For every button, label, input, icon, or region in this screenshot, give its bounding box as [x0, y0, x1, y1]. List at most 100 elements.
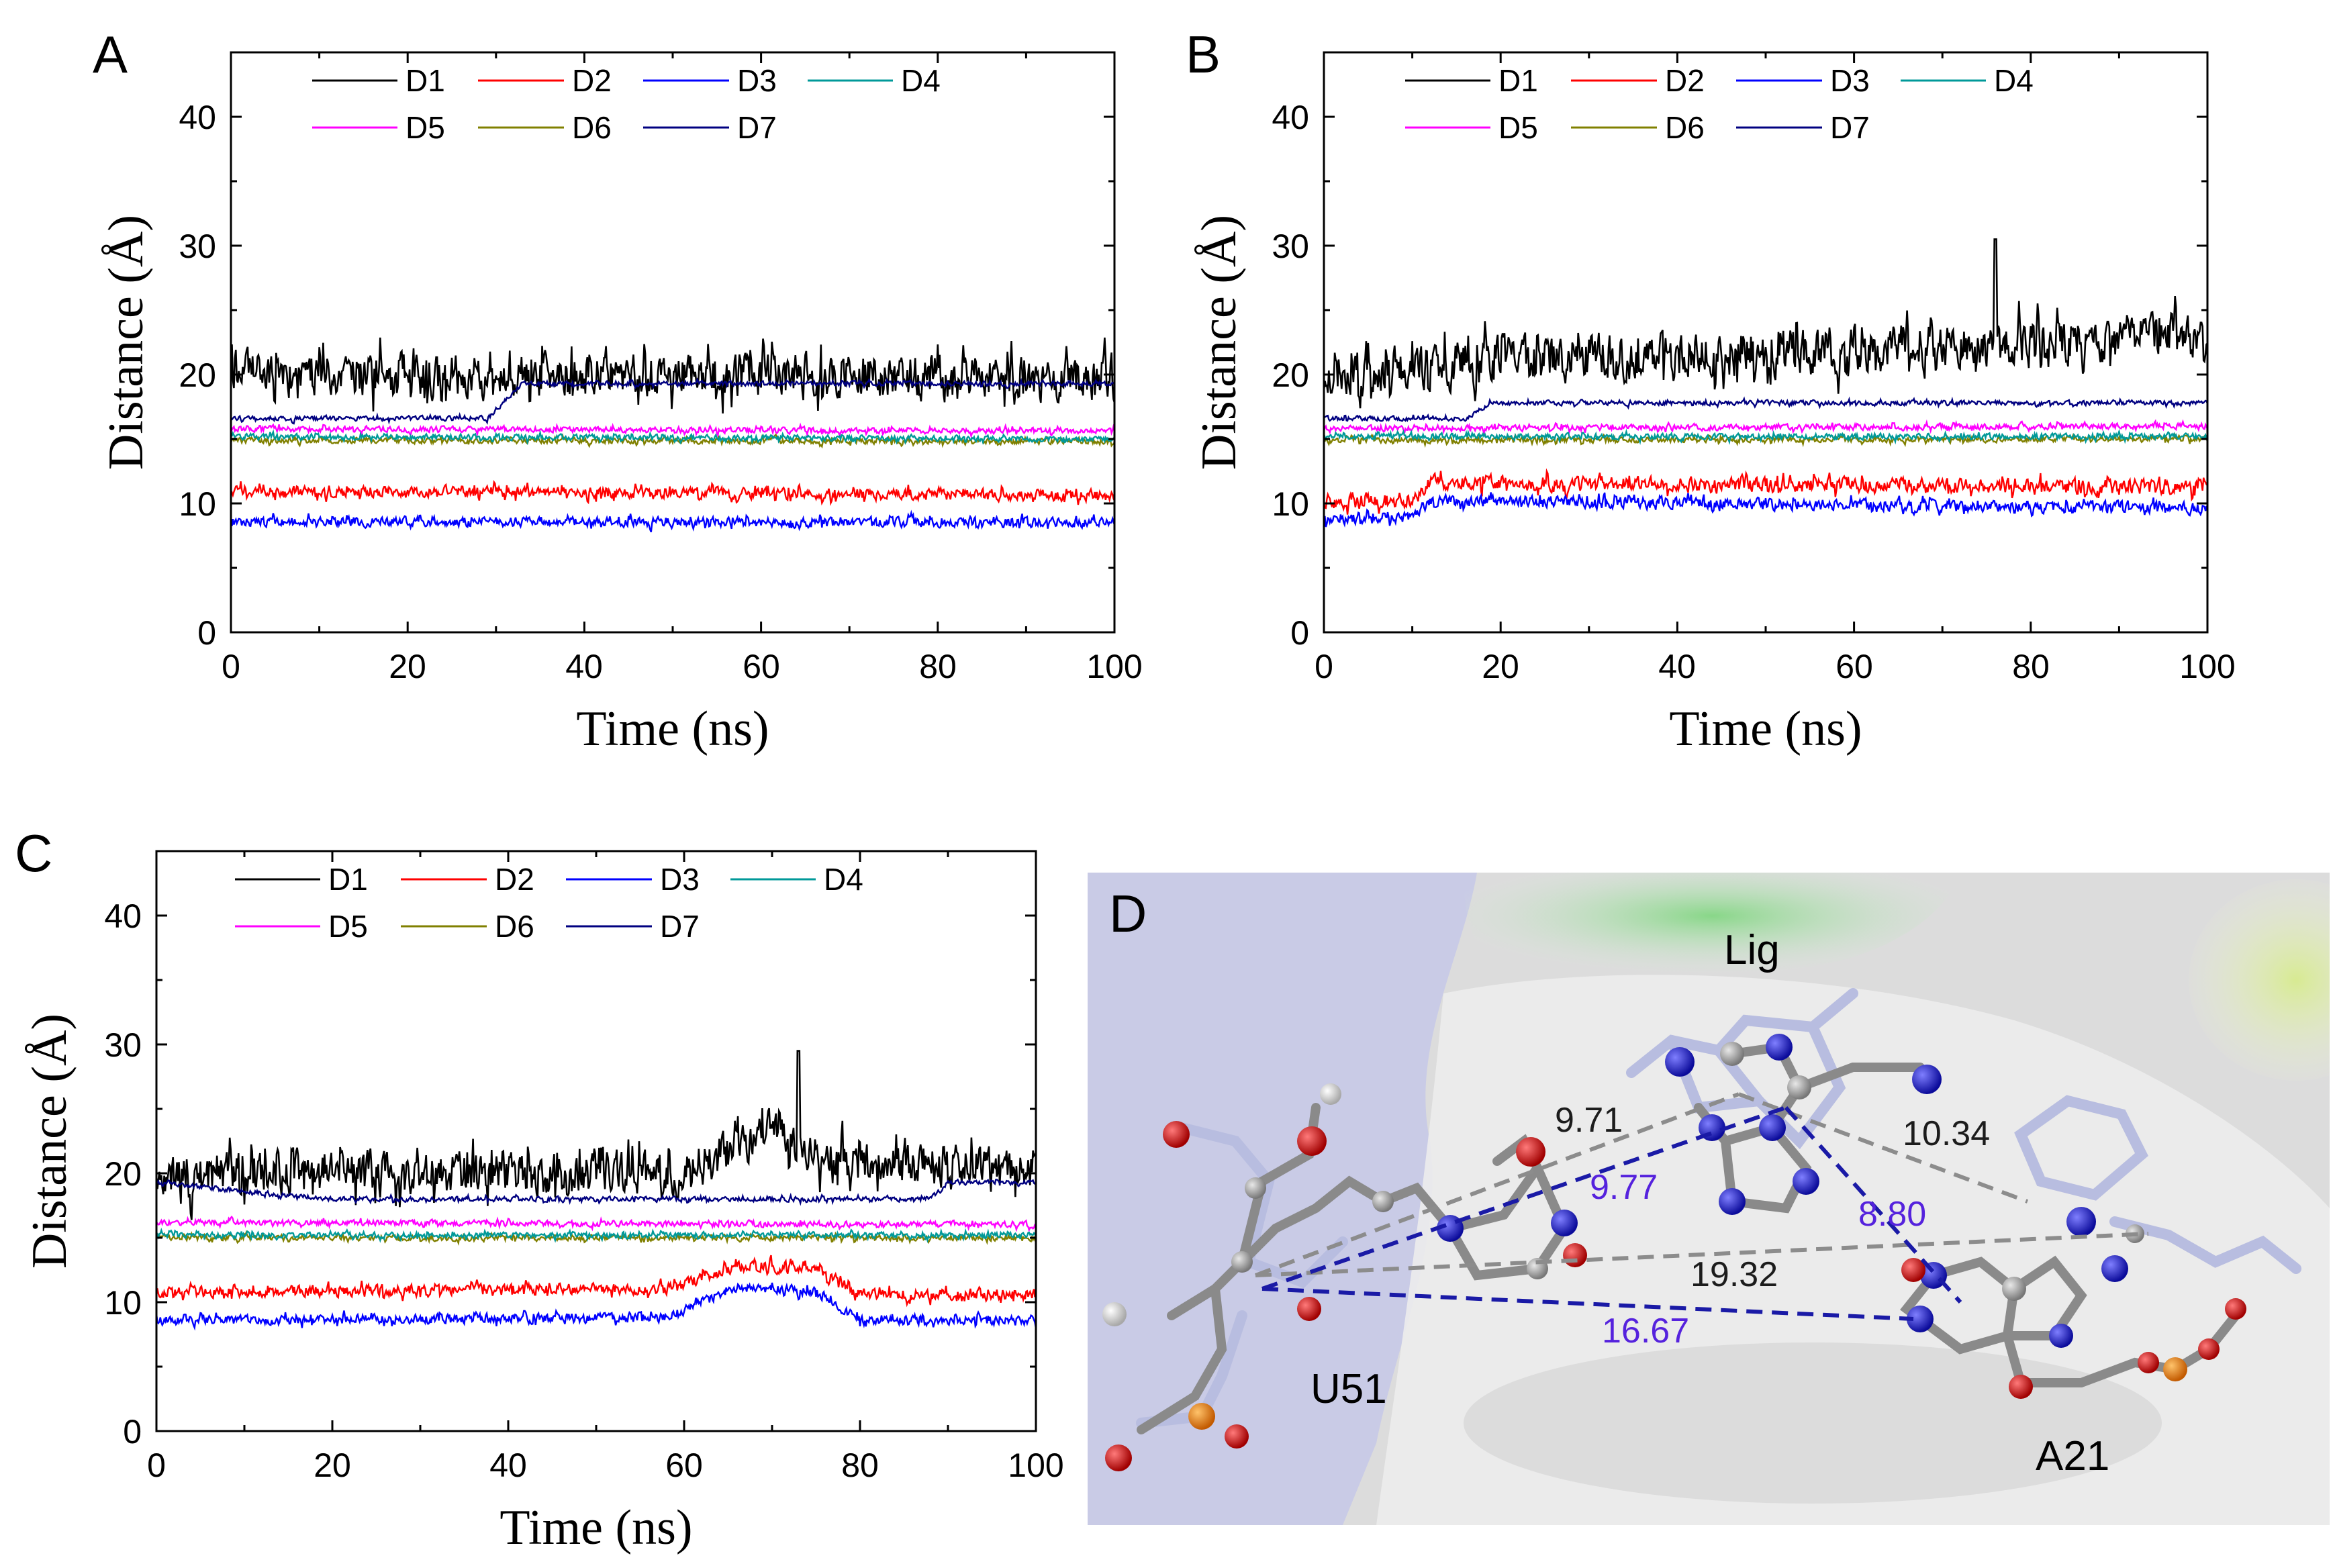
y-tick-label: 10 [1272, 485, 1309, 523]
y-tick-label: 40 [104, 897, 142, 935]
atom-red [2138, 1352, 2159, 1373]
panel-letter-a: A [93, 25, 128, 84]
ticks-c [155, 850, 1037, 1432]
panel-letter-b: B [1186, 25, 1221, 84]
atom-blue [2101, 1255, 2128, 1282]
series-line-d1 [1324, 238, 2207, 409]
legend-a: D1 D2 D3 D4 D5 D6 D7 [312, 63, 941, 145]
atom-orange [2163, 1357, 2187, 1381]
x-axis-title-a: Time (ns) [576, 701, 769, 756]
legend-label-d2: D2 [1665, 63, 1705, 98]
series-line-d4 [156, 1227, 1036, 1243]
label-u51: U51 [1311, 1366, 1387, 1412]
series-line-d5 [1324, 419, 2207, 436]
atom-white [1320, 1083, 1341, 1105]
legend-label-d6: D6 [572, 110, 612, 145]
y-axis-title-a: Distance (Å) [99, 215, 154, 470]
legend-label-d3: D3 [660, 862, 700, 897]
atom-gray [1372, 1191, 1394, 1212]
atom-gray [1231, 1251, 1253, 1273]
legend-label-d4: D4 [824, 862, 863, 897]
series-line-d7 [156, 1178, 1036, 1206]
series-line-d2 [231, 480, 1114, 506]
atom-red [2225, 1298, 2246, 1320]
panel-letter-d: D [1109, 884, 1147, 943]
atom-blue [1719, 1188, 1746, 1215]
legend-c: D1 D2 D3 D4 D5 D6 D7 [235, 862, 863, 944]
atom-orange [1188, 1403, 1215, 1430]
distance-line-gray [1254, 1092, 1740, 1277]
legend-label-d1: D1 [406, 63, 445, 98]
x-tick-label: 20 [1482, 648, 1519, 685]
x-tick-labels-c: 0 20 40 60 80 100 [147, 1447, 1064, 1484]
atom-gray [1720, 1042, 1744, 1066]
atom-blue [1907, 1306, 1934, 1332]
x-tick-label: 60 [665, 1447, 703, 1484]
series-line-d6 [156, 1230, 1036, 1246]
legend-label-d5: D5 [1498, 110, 1538, 145]
legend-label-d7: D7 [737, 110, 777, 145]
y-tick-label: 0 [123, 1413, 142, 1451]
atom-red [1297, 1297, 1321, 1321]
distance-line-blue [1261, 1287, 1914, 1321]
y-tick-label: 0 [197, 614, 216, 652]
surface-shadow [1464, 1342, 2162, 1504]
legend-label-d4: D4 [1994, 63, 2034, 98]
distance-lines [1254, 1092, 2149, 1321]
surface-blue-region [1088, 873, 1477, 1525]
x-tick-label: 40 [565, 648, 603, 685]
legend-label-d2: D2 [495, 862, 534, 897]
series-group-c [156, 1050, 1036, 1331]
series-line-d4 [1324, 428, 2207, 445]
x-tick-label: 100 [1008, 1447, 1063, 1484]
distance-label-19-32: 19.32 [1690, 1255, 1778, 1294]
x-tick-label: 0 [222, 648, 240, 685]
distance-line-gray [1255, 1232, 2149, 1277]
x-tick-label: 100 [1086, 648, 1142, 685]
atom-red [1297, 1126, 1327, 1156]
x-tick-label: 60 [1836, 648, 1873, 685]
y-tick-label: 10 [104, 1284, 142, 1322]
series-line-d2 [156, 1255, 1036, 1308]
distance-label-16-67: 16.67 [1602, 1312, 1689, 1351]
series-line-d7 [231, 377, 1114, 425]
atom-gray [1245, 1177, 1266, 1199]
x-tick-label: 80 [841, 1447, 879, 1484]
distance-line-gray [1737, 1092, 2029, 1204]
y-tick-labels-a: 0 10 20 30 40 [179, 99, 216, 652]
legend-label-d7: D7 [1830, 110, 1870, 145]
label-lig: Lig [1724, 927, 1780, 973]
atom-red [1901, 1258, 1925, 1282]
series-line-d3 [231, 509, 1114, 533]
atom-blue [1665, 1047, 1695, 1077]
legend-label-d6: D6 [1665, 110, 1705, 145]
x-tick-label: 100 [2179, 648, 2235, 685]
y-tick-label: 30 [1272, 228, 1309, 265]
x-tick-label: 60 [743, 648, 780, 685]
ticks-b [1323, 51, 2209, 634]
distance-label-8-80: 8.80 [1858, 1195, 1926, 1234]
plot-frame-a [230, 51, 1116, 634]
legend-b: D1 D2 D3 D4 D5 D6 D7 [1405, 63, 2034, 145]
x-tick-label: 80 [919, 648, 957, 685]
x-tick-label: 0 [1315, 648, 1333, 685]
atom-blue [1912, 1065, 1942, 1094]
atom-blue [1551, 1210, 1578, 1236]
distance-line-blue [1784, 1106, 1962, 1304]
atom-white [1102, 1302, 1127, 1326]
legend-label-d7: D7 [660, 909, 700, 944]
x-axis-title-c: Time (ns) [499, 1500, 692, 1555]
y-tick-label: 40 [179, 99, 216, 136]
x-tick-label: 20 [314, 1447, 351, 1484]
distance-label-10-34: 10.34 [1903, 1114, 1990, 1153]
atom-gray [1787, 1075, 1811, 1099]
atom-gray [2002, 1277, 2026, 1301]
legend-label-d4: D4 [901, 63, 941, 98]
atom-red [2009, 1375, 2033, 1399]
y-tick-label: 30 [104, 1026, 142, 1064]
panel-letter-c: C [15, 824, 52, 883]
panel-a: A Distance (Å) Time (ns) 0 20 40 60 80 1… [93, 25, 1143, 756]
atom-red [1563, 1243, 1587, 1267]
y-axis-title-c: Distance (Å) [22, 1014, 77, 1269]
